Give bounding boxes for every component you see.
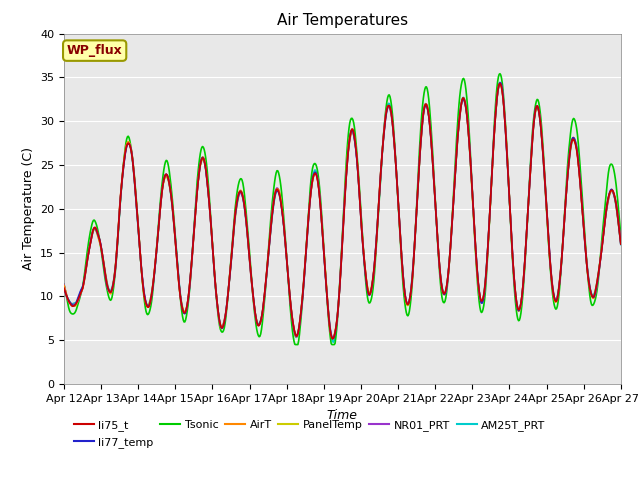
Text: WP_flux: WP_flux xyxy=(67,44,122,57)
Title: Air Temperatures: Air Temperatures xyxy=(277,13,408,28)
Y-axis label: Air Temperature (C): Air Temperature (C) xyxy=(22,147,35,270)
X-axis label: Time: Time xyxy=(327,409,358,422)
Legend: li75_t, li77_temp, Tsonic, AirT, PanelTemp, NR01_PRT, AM25T_PRT: li75_t, li77_temp, Tsonic, AirT, PanelTe… xyxy=(70,416,550,452)
